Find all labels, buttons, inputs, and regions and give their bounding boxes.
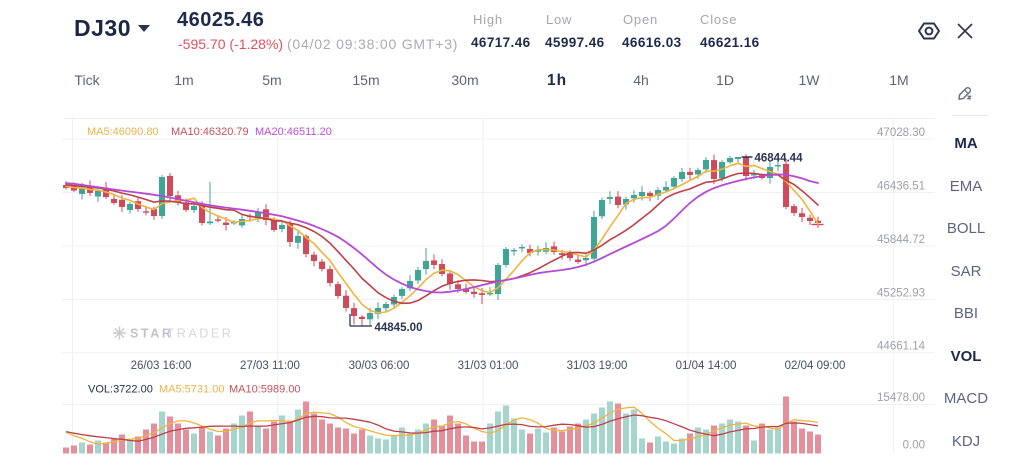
svg-text:MA5:46090.80: MA5:46090.80: [87, 126, 159, 138]
svg-text:TRADER: TRADER: [167, 326, 234, 340]
svg-text:44661.14: 44661.14: [877, 341, 926, 353]
svg-text:31/03 01:00: 31/03 01:00: [458, 360, 519, 372]
svg-text:45844.72: 45844.72: [877, 234, 925, 246]
svg-text:VOL:3722.00: VOL:3722.00: [88, 384, 153, 396]
svg-text:44845.00: 44845.00: [375, 322, 423, 334]
svg-text:46436.51: 46436.51: [877, 181, 925, 193]
svg-text:27/03 11:00: 27/03 11:00: [240, 360, 300, 372]
svg-text:30/03 06:00: 30/03 06:00: [349, 360, 410, 372]
svg-text:0.00: 0.00: [903, 440, 925, 452]
svg-text:47028.30: 47028.30: [877, 127, 925, 139]
svg-text:MA10:5989.00: MA10:5989.00: [229, 384, 301, 396]
svg-text:46844.44: 46844.44: [755, 152, 804, 164]
svg-text:15478.00: 15478.00: [877, 392, 925, 404]
svg-text:02/04 09:00: 02/04 09:00: [785, 360, 846, 372]
svg-text:STAR: STAR: [130, 326, 174, 340]
svg-text:45252.93: 45252.93: [877, 287, 925, 299]
svg-text:01/04 14:00: 01/04 14:00: [676, 360, 737, 372]
svg-text:31/03 19:00: 31/03 19:00: [567, 360, 628, 372]
svg-text:MA5:5731.00: MA5:5731.00: [159, 384, 224, 396]
svg-text:MA10:46320.79: MA10:46320.79: [171, 126, 249, 138]
svg-text:MA20:46511.20: MA20:46511.20: [255, 126, 332, 138]
svg-text:26/03 16:00: 26/03 16:00: [131, 360, 192, 372]
